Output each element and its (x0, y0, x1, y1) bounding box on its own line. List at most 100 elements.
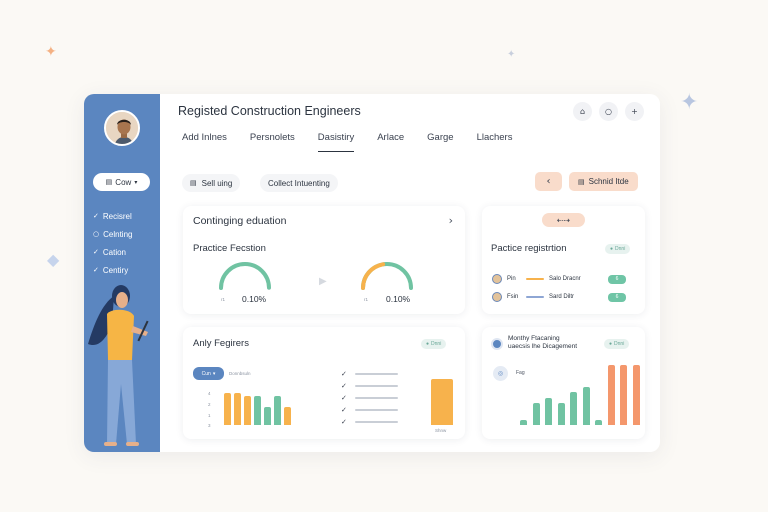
checklist-row[interactable]: ✓ (341, 406, 398, 414)
tab[interactable]: Add Inlnes (182, 132, 227, 143)
chart-chip[interactable]: ◎ (493, 366, 508, 381)
gauge-min-label: r1 (364, 297, 369, 302)
tab[interactable]: Garge (427, 132, 454, 143)
gauge-value: 0.10% (386, 294, 411, 304)
check-icon: ✓ (341, 418, 347, 426)
sidebar-dropdown-button[interactable]: ▤ Cow ▾ (93, 173, 150, 191)
chart-bar (570, 392, 577, 425)
chip-label: Cun (201, 370, 211, 377)
placeholder-line (355, 373, 398, 375)
sidebar-item[interactable]: ✓ Centiry (93, 261, 132, 279)
chart-bar (284, 407, 291, 425)
highlight-bar (431, 379, 453, 425)
sell-button-label: Sell uing (201, 178, 233, 188)
avatar (492, 292, 502, 302)
tab[interactable]: Arlace (377, 132, 405, 143)
continuing-education-card: Continging eduation › Practice Fecstion … (183, 206, 465, 314)
anly-fegirers-card: Anly Fegirers ● Dnni Cun ▾ Donnbsuln 4 2 1… (183, 327, 465, 439)
dot-icon: ● (426, 341, 430, 347)
sidebar-item[interactable]: ✓ Cation (93, 243, 132, 261)
status-pill[interactable]: ● Dnni (605, 244, 631, 254)
sidebar-item-label: Celnting (103, 229, 133, 239)
dot-icon: ● (610, 246, 614, 252)
row-label: Salo Dracnr (549, 276, 581, 282)
chart-bar (234, 393, 241, 425)
checklist-row[interactable]: ✓ (341, 382, 398, 390)
sidebar: ▤ Cow ▾ ✓ Recisrel ○ Celnting ✓ Cation ✓ Cen… (84, 94, 160, 452)
chart-bar (264, 407, 271, 425)
tab[interactable]: Persnolets (249, 132, 295, 143)
home-icon[interactable]: ⌂ (573, 102, 592, 121)
registration-row[interactable]: Pin Salo Dracnr 6 (492, 274, 626, 284)
submit-button-label: Schnid Itde (588, 177, 629, 186)
placeholder-line (355, 409, 398, 411)
avatar (492, 274, 502, 284)
checklist-row[interactable]: ✓ (341, 418, 398, 426)
status-pill[interactable]: ● Dnni (604, 339, 630, 349)
sidebar-item[interactable]: ○ Celnting (93, 225, 132, 243)
card-title: Continging eduation (193, 215, 287, 227)
avatar[interactable] (104, 110, 140, 146)
chart-bar (545, 398, 552, 425)
document-icon: ▤ (190, 179, 197, 187)
plus-icon[interactable]: + (625, 102, 644, 121)
card-subtitle: uaecsis lhe Dicagement (508, 343, 578, 350)
sparkle-icon: ✦ (507, 49, 516, 60)
legend-label: Donnbsuln (229, 371, 251, 376)
registration-row[interactable]: Fsin Sard Diltr 6 (492, 292, 626, 302)
practice-registration-card: ⇠⇢ Pactice registrtion ● Dnni Pin Salo Dr… (482, 206, 645, 314)
card-title: Pactice registrtion (491, 243, 567, 254)
sidebar-nav: ✓ Recisrel ○ Celnting ✓ Cation ✓ Centiry (93, 207, 132, 279)
chart-bar (557, 403, 565, 425)
chart-bar (632, 365, 640, 425)
chart-bar (274, 396, 281, 425)
check-icon: ✓ (93, 212, 99, 220)
count-badge: 6 (608, 274, 626, 284)
sell-button[interactable]: ▤ Sell uing (182, 174, 241, 192)
collect-button[interactable]: Collect Intuenting (260, 174, 338, 192)
tick-label: 4 (208, 391, 211, 396)
chart-bar (595, 420, 602, 425)
checklist-row[interactable]: ✓ (341, 394, 398, 402)
bar-chart (224, 389, 296, 425)
chart-bar (520, 420, 527, 425)
sparkle-icon: ◆ (47, 250, 60, 269)
legend-line (526, 296, 544, 298)
chart-tab-chip[interactable]: Cun ▾ (193, 367, 224, 380)
pill-label: Dnni (615, 246, 626, 252)
section-title: Practice Fecstion (193, 243, 266, 254)
sidebar-dropdown-label: Cow (115, 177, 132, 187)
check-icon: ✓ (341, 406, 347, 414)
avatar (491, 338, 503, 350)
tab-active[interactable]: Dasistiry (317, 132, 355, 152)
check-icon: ✓ (93, 248, 99, 256)
chart-bar (431, 379, 453, 425)
chart-bar (254, 396, 261, 425)
chevron-down-icon: ▾ (134, 178, 138, 186)
person-illustration (88, 285, 149, 446)
check-icon: ✓ (341, 394, 347, 402)
circle-icon[interactable]: ○ (599, 102, 618, 121)
checklist-row[interactable]: ✓ (341, 370, 398, 378)
gauge-min-label: r1 (221, 297, 226, 302)
back-button[interactable]: ‹ (535, 172, 562, 191)
chart-bar (224, 393, 231, 425)
placeholder-line (355, 421, 398, 423)
status-pill[interactable]: ● Dnni (421, 339, 447, 349)
legend-line (526, 278, 544, 280)
gauge-chart (361, 262, 413, 290)
document-icon: ▤ (578, 177, 585, 186)
submit-button[interactable]: ▤ Schnid Itde (569, 172, 638, 191)
monthly-card: Monthy Ftacaning uaecsis lhe Dicagement … (482, 327, 645, 439)
sparkle-icon: ✦ (680, 90, 699, 115)
tab[interactable]: Llachers (476, 132, 513, 143)
check-icon: ✓ (341, 370, 347, 378)
collect-button-label: Collect Intuenting (268, 178, 330, 188)
sidebar-item-label: Centiry (102, 265, 129, 275)
sidebar-item[interactable]: ✓ Recisrel (93, 207, 132, 225)
toggle-pill[interactable]: ⇠⇢ (542, 213, 585, 227)
chip-label: Fag (516, 370, 525, 376)
count-badge: 6 (608, 292, 626, 302)
chevron-right-icon[interactable]: › (448, 214, 453, 227)
arrow-right-icon: ▶ (319, 276, 327, 287)
